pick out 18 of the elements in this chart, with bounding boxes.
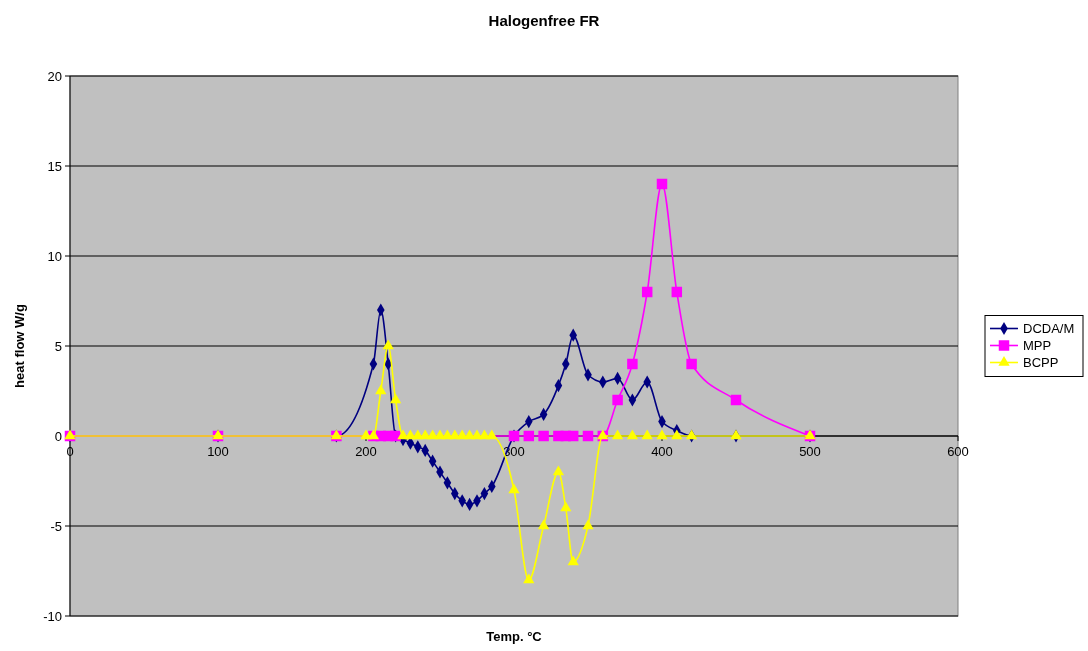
y-tick-label: -5 — [50, 518, 62, 534]
y-tick-label: -10 — [43, 608, 62, 624]
y-tick-label: 10 — [47, 248, 62, 264]
y-tick-label: 0 — [54, 428, 62, 444]
y-axis-title: heat flow W/g — [12, 304, 27, 388]
legend-label: BCPP — [1023, 355, 1059, 371]
x-tick-label: 200 — [355, 444, 377, 459]
y-tick-label: 15 — [47, 158, 62, 174]
x-tick-label: 400 — [651, 444, 673, 459]
y-tick-label: 5 — [54, 338, 62, 354]
x-tick-label: 100 — [207, 444, 229, 459]
x-axis-title: Temp. °C — [486, 629, 543, 644]
x-tick-label: 500 — [799, 444, 821, 459]
legend-label: DCDA/M — [1023, 321, 1075, 337]
chart-title: Halogenfree FR — [488, 12, 600, 29]
x-tick-label: 600 — [947, 444, 969, 459]
y-tick-label: 20 — [47, 68, 62, 84]
legend-label: MPP — [1023, 338, 1052, 354]
